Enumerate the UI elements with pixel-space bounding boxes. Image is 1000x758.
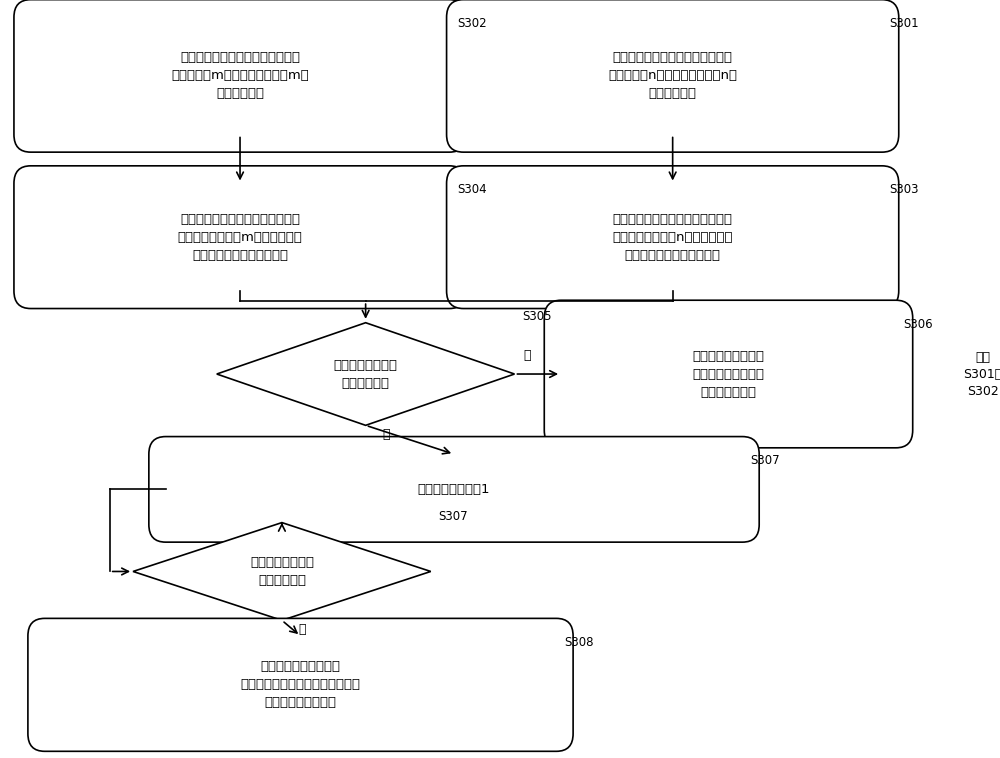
Text: 否: 否 <box>524 349 531 362</box>
Text: 网络控制器获取位于待监控的备用
传输路径上m个网络节点设备的m个
第二节点时延: 网络控制器获取位于待监控的备用 传输路径上m个网络节点设备的m个 第二节点时延 <box>171 52 309 100</box>
FancyBboxPatch shape <box>149 437 759 542</box>
Text: 网络控制器基于预设周期内得到的
备用传输路径上的m个第二节点时
延，计算备用传输路径时延: 网络控制器基于预设周期内得到的 备用传输路径上的m个第二节点时 延，计算备用传输… <box>178 213 302 262</box>
Text: 备用传输路径时延
小于倒换门限: 备用传输路径时延 小于倒换门限 <box>250 556 314 587</box>
Text: 是: 是 <box>299 623 306 636</box>
Text: S308: S308 <box>564 636 593 649</box>
FancyBboxPatch shape <box>14 166 466 309</box>
Text: S306: S306 <box>903 318 933 330</box>
Text: S307: S307 <box>438 509 468 522</box>
Text: 返回
S301和
S302: 返回 S301和 S302 <box>963 350 1000 397</box>
Text: 倒换门限计数器加1: 倒换门限计数器加1 <box>418 483 490 496</box>
FancyBboxPatch shape <box>447 0 899 152</box>
FancyBboxPatch shape <box>14 0 466 152</box>
Text: S304: S304 <box>457 183 486 196</box>
Text: 网络控制器获取位于待监控的主用
传输路径上n个网络节点设备的n个
第一节点时延: 网络控制器获取位于待监控的主用 传输路径上n个网络节点设备的n个 第一节点时延 <box>608 52 737 100</box>
Text: S305: S305 <box>522 310 551 323</box>
Text: S303: S303 <box>889 183 919 196</box>
Text: 是: 是 <box>382 428 390 441</box>
FancyBboxPatch shape <box>544 300 913 448</box>
Text: S301: S301 <box>889 17 919 30</box>
Text: S302: S302 <box>457 17 486 30</box>
Text: 主用传输路径时延
大于倒换门限: 主用传输路径时延 大于倒换门限 <box>334 359 398 390</box>
Polygon shape <box>217 323 514 425</box>
FancyBboxPatch shape <box>447 166 899 309</box>
Text: 生成主用传输路径的
第二告警信息，倒换
门限计数器清零: 生成主用传输路径的 第二告警信息，倒换 门限计数器清零 <box>692 349 764 399</box>
Text: S307: S307 <box>750 454 780 467</box>
Text: 生成主备路径倒换命令
将报文从主用传输路径倒换至备用
传输路径上进行传输: 生成主备路径倒换命令 将报文从主用传输路径倒换至备用 传输路径上进行传输 <box>241 660 361 709</box>
FancyBboxPatch shape <box>28 619 573 751</box>
Text: 网络控制器基于预设周期内得到的
主用传输路径上的n个第一节点时
延，计算主用传输路径时延: 网络控制器基于预设周期内得到的 主用传输路径上的n个第一节点时 延，计算主用传输… <box>612 213 733 262</box>
Polygon shape <box>133 522 431 620</box>
